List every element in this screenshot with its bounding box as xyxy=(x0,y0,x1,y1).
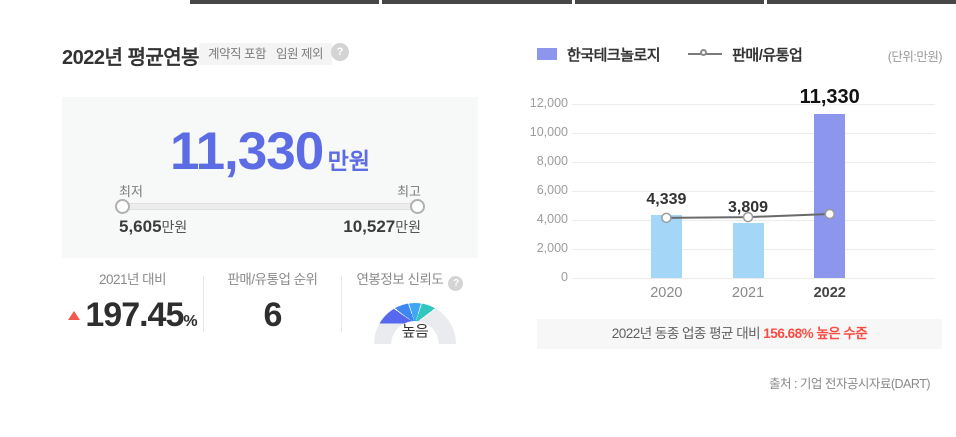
slider-handle-min[interactable] xyxy=(115,199,130,214)
chart-bar-2021[interactable] xyxy=(732,222,764,278)
stat-rank: 판매/유통업 순위 6 xyxy=(204,268,341,335)
stat-reliability-text: 연봉정보 신뢰도 xyxy=(356,272,444,287)
chart-legend: 한국테크놀로지 판매/유통업 xyxy=(537,44,803,64)
x-axis-tick-2021: 2021 xyxy=(731,285,765,301)
y-axis-tick: 6,000 xyxy=(536,183,568,197)
y-axis-tick: 2,000 xyxy=(536,241,568,255)
stat-reliability-label: 연봉정보 신뢰도 ? xyxy=(342,268,478,291)
top-tab-remnant[interactable] xyxy=(574,0,764,4)
min-salary: 5,605만원 xyxy=(119,217,187,237)
chart-unit-label: (단위:만원) xyxy=(887,50,943,64)
gridline xyxy=(572,104,935,105)
x-axis-tick-2022: 2022 xyxy=(813,285,846,301)
legend-line-icon xyxy=(688,48,723,60)
max-label: 최고 xyxy=(397,184,421,199)
comparison-banner: 2022년 동종 업종 평균 대비 156.68% 높은 수준 xyxy=(537,319,942,349)
salary-bar-chart: 0 2,000 4,000 6,000 8,000 10,000 12,000 4,339 3,… xyxy=(520,86,956,310)
data-source: 출처 : 기업 전자공시자료(DART) xyxy=(768,377,931,391)
max-salary-unit: 만원 xyxy=(395,219,421,235)
gridline xyxy=(572,278,935,279)
divider xyxy=(203,276,204,332)
tag-contract-included: 계약직 포함 xyxy=(199,43,275,65)
stat-rank-value: 6 xyxy=(263,296,283,334)
bar-value-label: 4,339 xyxy=(646,191,687,209)
min-salary-unit: 만원 xyxy=(161,219,188,235)
reliability-level: 높음 xyxy=(401,323,429,340)
top-tab-remnant[interactable] xyxy=(766,0,956,4)
page-title: 2022년 평균연봉 xyxy=(62,47,200,69)
chart-bar-2020[interactable] xyxy=(650,215,682,278)
y-axis-tick: 8,000 xyxy=(536,154,568,168)
y-axis-tick: 4,000 xyxy=(536,212,568,226)
salary-range-slider[interactable] xyxy=(119,203,419,210)
top-tab-remnant[interactable] xyxy=(190,0,380,4)
slider-handle-max[interactable] xyxy=(410,199,425,214)
stat-yoy-number: 197.45 xyxy=(85,296,184,334)
bar-value-label: 11,330 xyxy=(799,85,860,108)
top-tab-remnant[interactable] xyxy=(382,0,572,4)
stat-yoy-unit: % xyxy=(183,313,197,330)
up-triangle-icon xyxy=(68,311,81,320)
legend-industry-name[interactable]: 판매/유통업 xyxy=(732,46,803,64)
x-axis-tick-2020: 2020 xyxy=(650,285,683,301)
gridline xyxy=(572,191,935,192)
legend-company-name[interactable]: 한국테크놀로지 xyxy=(567,46,661,64)
gridline xyxy=(572,220,935,221)
stat-yoy: 2021년 대비 197.45% xyxy=(62,268,203,335)
max-salary-number: 10,527 xyxy=(343,217,396,236)
help-icon[interactable]: ? xyxy=(331,43,349,61)
banner-prefix: 2022년 동종 업종 평균 대비 xyxy=(611,326,764,341)
divider xyxy=(341,276,342,332)
y-axis-tick: 0 xyxy=(561,270,568,284)
min-label: 최저 xyxy=(119,184,143,199)
chart-bar-2022[interactable] xyxy=(814,113,846,278)
max-salary: 10,527만원 xyxy=(343,217,421,237)
salary-summary-panel: 11,330 만원 최저 최고 5,605만원 10,527만원 xyxy=(62,97,478,258)
gridline xyxy=(572,162,935,163)
reliability-help-icon[interactable]: ? xyxy=(448,276,464,291)
y-axis-tick: 10,000 xyxy=(529,125,568,139)
legend-bar-swatch xyxy=(537,48,557,60)
bar-value-label: 3,809 xyxy=(728,198,769,216)
gauge-hole xyxy=(391,321,439,344)
average-salary-value: 11,330 만원 xyxy=(62,121,478,182)
salary-number: 11,330 xyxy=(170,122,324,181)
min-salary-number: 5,605 xyxy=(119,217,162,236)
stat-reliability: 연봉정보 신뢰도 ? xyxy=(342,268,478,291)
stat-yoy-value: 197.45% xyxy=(62,296,203,335)
y-axis-tick: 12,000 xyxy=(529,96,568,110)
tag-executives-excluded: 임원 제외 xyxy=(267,43,332,65)
gridline xyxy=(572,133,935,134)
stat-rank-label: 판매/유통업 순위 xyxy=(227,272,318,287)
banner-highlight: 156.68% 높은 수준 xyxy=(763,326,868,341)
stat-yoy-label: 2021년 대비 xyxy=(98,272,167,287)
salary-unit: 만원 xyxy=(327,148,370,174)
